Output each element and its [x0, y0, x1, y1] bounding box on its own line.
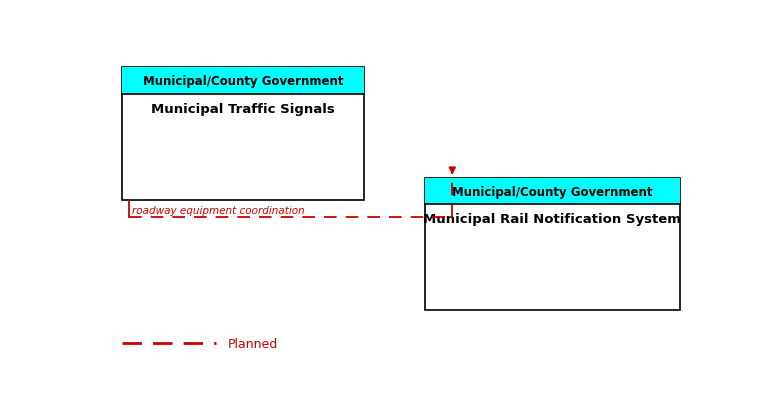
Bar [425, 178, 680, 310]
Bar [425, 178, 680, 205]
Text: Municipal Traffic Signals: Municipal Traffic Signals [152, 103, 335, 116]
Bar [122, 68, 364, 200]
Text: Municipal Rail Notification System: Municipal Rail Notification System [423, 213, 681, 226]
Text: Municipal/County Government: Municipal/County Government [452, 185, 652, 198]
Text: Planned: Planned [228, 337, 278, 350]
Text: Municipal/County Government: Municipal/County Government [143, 75, 343, 88]
Text: roadway equipment coordination: roadway equipment coordination [132, 205, 305, 215]
Bar [122, 68, 364, 95]
